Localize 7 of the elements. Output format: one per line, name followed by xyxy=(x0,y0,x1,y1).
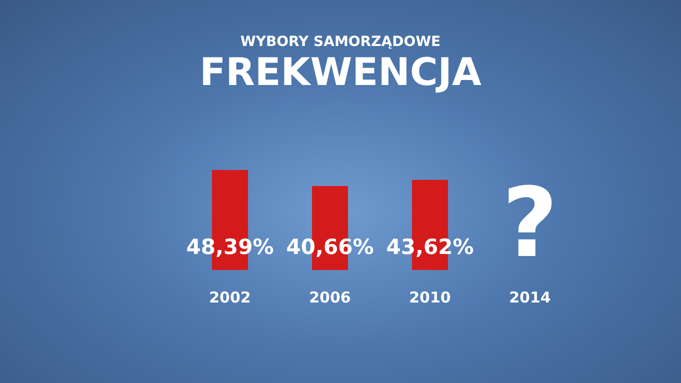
x-tick-label: 2010 xyxy=(409,288,451,306)
chart-title: FREKWENCJA xyxy=(198,50,482,94)
x-tick-label: 2006 xyxy=(309,288,351,306)
x-tick-label: 2014 xyxy=(509,288,551,306)
chart-subtitle: WYBORY SAMORZĄDOWE xyxy=(239,34,442,50)
x-tick-label: 2002 xyxy=(209,288,251,306)
text: ? xyxy=(502,167,558,279)
